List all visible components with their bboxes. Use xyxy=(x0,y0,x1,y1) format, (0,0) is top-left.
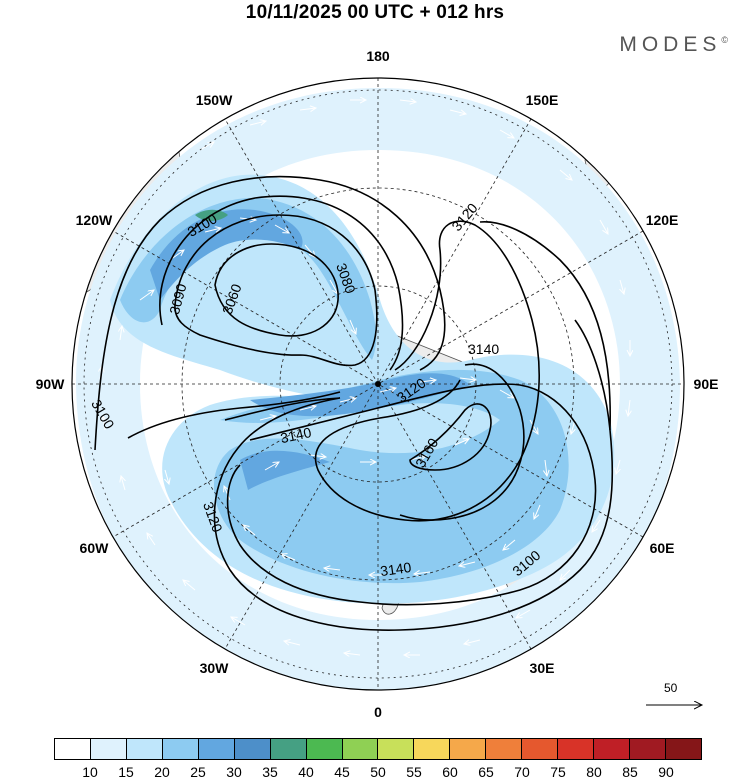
colorbar-tick-label: 10 xyxy=(82,764,98,780)
contour-3100 xyxy=(94,175,446,451)
jet-core-south xyxy=(213,369,569,584)
contour-3120-outer xyxy=(479,221,612,431)
colorbar-swatch xyxy=(55,739,91,759)
colorbar-swatch xyxy=(414,739,451,759)
colorbar-tick-label: 45 xyxy=(334,764,350,780)
contour-3140 xyxy=(399,363,525,521)
colorbar-tick-label: 60 xyxy=(442,764,458,780)
colorbar-swatch xyxy=(90,739,127,759)
contour-label: 3140 xyxy=(379,559,412,579)
longitude-label: 0 xyxy=(374,704,382,720)
colorbar xyxy=(54,738,702,760)
longitude-label: 150W xyxy=(195,91,233,108)
wind-reference-label: 50 xyxy=(664,681,678,695)
colorbar-tick-label: 75 xyxy=(550,764,566,780)
contour-label: 3140 xyxy=(279,424,313,446)
colorbar-swatch xyxy=(198,739,235,759)
colorbar-tick-label: 80 xyxy=(586,764,602,780)
contour-3060 xyxy=(214,243,339,337)
colorbar-swatch xyxy=(594,739,630,759)
longitude-label: 90E xyxy=(693,376,719,392)
colorbar-tick-label: 35 xyxy=(262,764,278,780)
brand-name: MODES xyxy=(619,33,722,56)
colorbar-tick-label: 55 xyxy=(406,764,422,780)
jet-max-north xyxy=(150,209,303,300)
height-contours xyxy=(94,175,614,631)
longitude-label: 30W xyxy=(199,660,229,677)
colorbar-swatch xyxy=(450,739,487,759)
longitude-label: 120E xyxy=(645,212,679,228)
colorbar-tick-label: 20 xyxy=(154,764,170,780)
longitude-label: 60E xyxy=(649,540,675,556)
colorbar-swatch xyxy=(342,739,379,759)
colorbar-tick-label: 30 xyxy=(226,764,242,780)
colorbar-tick-label: 40 xyxy=(298,764,314,780)
colorbar-ticks: 10 15 20 25 30 35 40 45 50 55 60 65 70 75 80 85 90 xyxy=(54,764,702,782)
colorbar-swatch xyxy=(378,739,415,759)
colorbar-swatch xyxy=(558,739,595,759)
colorbar-swatch xyxy=(486,739,523,759)
longitude-label: 180 xyxy=(366,48,390,64)
pole-marker xyxy=(375,381,381,387)
longitude-label: 90W xyxy=(35,376,65,392)
contour-3100-west xyxy=(127,391,341,439)
colorbar-swatch xyxy=(665,739,701,759)
contour-3080 xyxy=(174,214,378,367)
brand-logo: MODES© xyxy=(619,33,728,57)
map-border xyxy=(71,77,685,691)
contour-label: 3140 xyxy=(468,341,499,357)
colorbar-swatch xyxy=(270,739,307,759)
colorbar-swatch xyxy=(522,739,559,759)
colorbar-tick-label: 85 xyxy=(622,764,638,780)
colorbar-swatch xyxy=(162,739,199,759)
contour-3160 xyxy=(409,403,492,471)
colorbar-tick-label: 90 xyxy=(658,764,674,780)
colorbar-tick-label: 15 xyxy=(118,764,134,780)
longitude-label: 150E xyxy=(525,91,559,108)
contour-3120-south xyxy=(213,319,614,631)
contour-3090 xyxy=(159,195,404,371)
longitude-label: 120W xyxy=(75,212,113,228)
contour-3140-south xyxy=(226,383,597,606)
longitude-label: 30E xyxy=(529,660,555,677)
colorbar-swatch xyxy=(234,739,271,759)
longitude-label: 60W xyxy=(79,540,109,556)
colorbar-tick-label: 65 xyxy=(478,764,494,780)
copyright-mark: © xyxy=(721,35,728,45)
colorbar-swatch xyxy=(630,739,666,759)
jet-max-south xyxy=(240,450,330,490)
colorbar-swatch xyxy=(306,739,343,759)
colorbar-tick-label: 25 xyxy=(190,764,206,780)
polar-map: 3100 3090 3060 3080 3120 3140 3160 3120 … xyxy=(71,77,750,740)
colorbar-swatch xyxy=(126,739,163,759)
contour-label: 3090 xyxy=(166,282,190,316)
colorbar-tick-label: 50 xyxy=(370,764,386,780)
map-title: 10/11/2025 00 UTC + 012 hrs xyxy=(245,2,505,23)
colorbar-tick-label: 70 xyxy=(514,764,530,780)
wind-vectors xyxy=(100,100,630,655)
